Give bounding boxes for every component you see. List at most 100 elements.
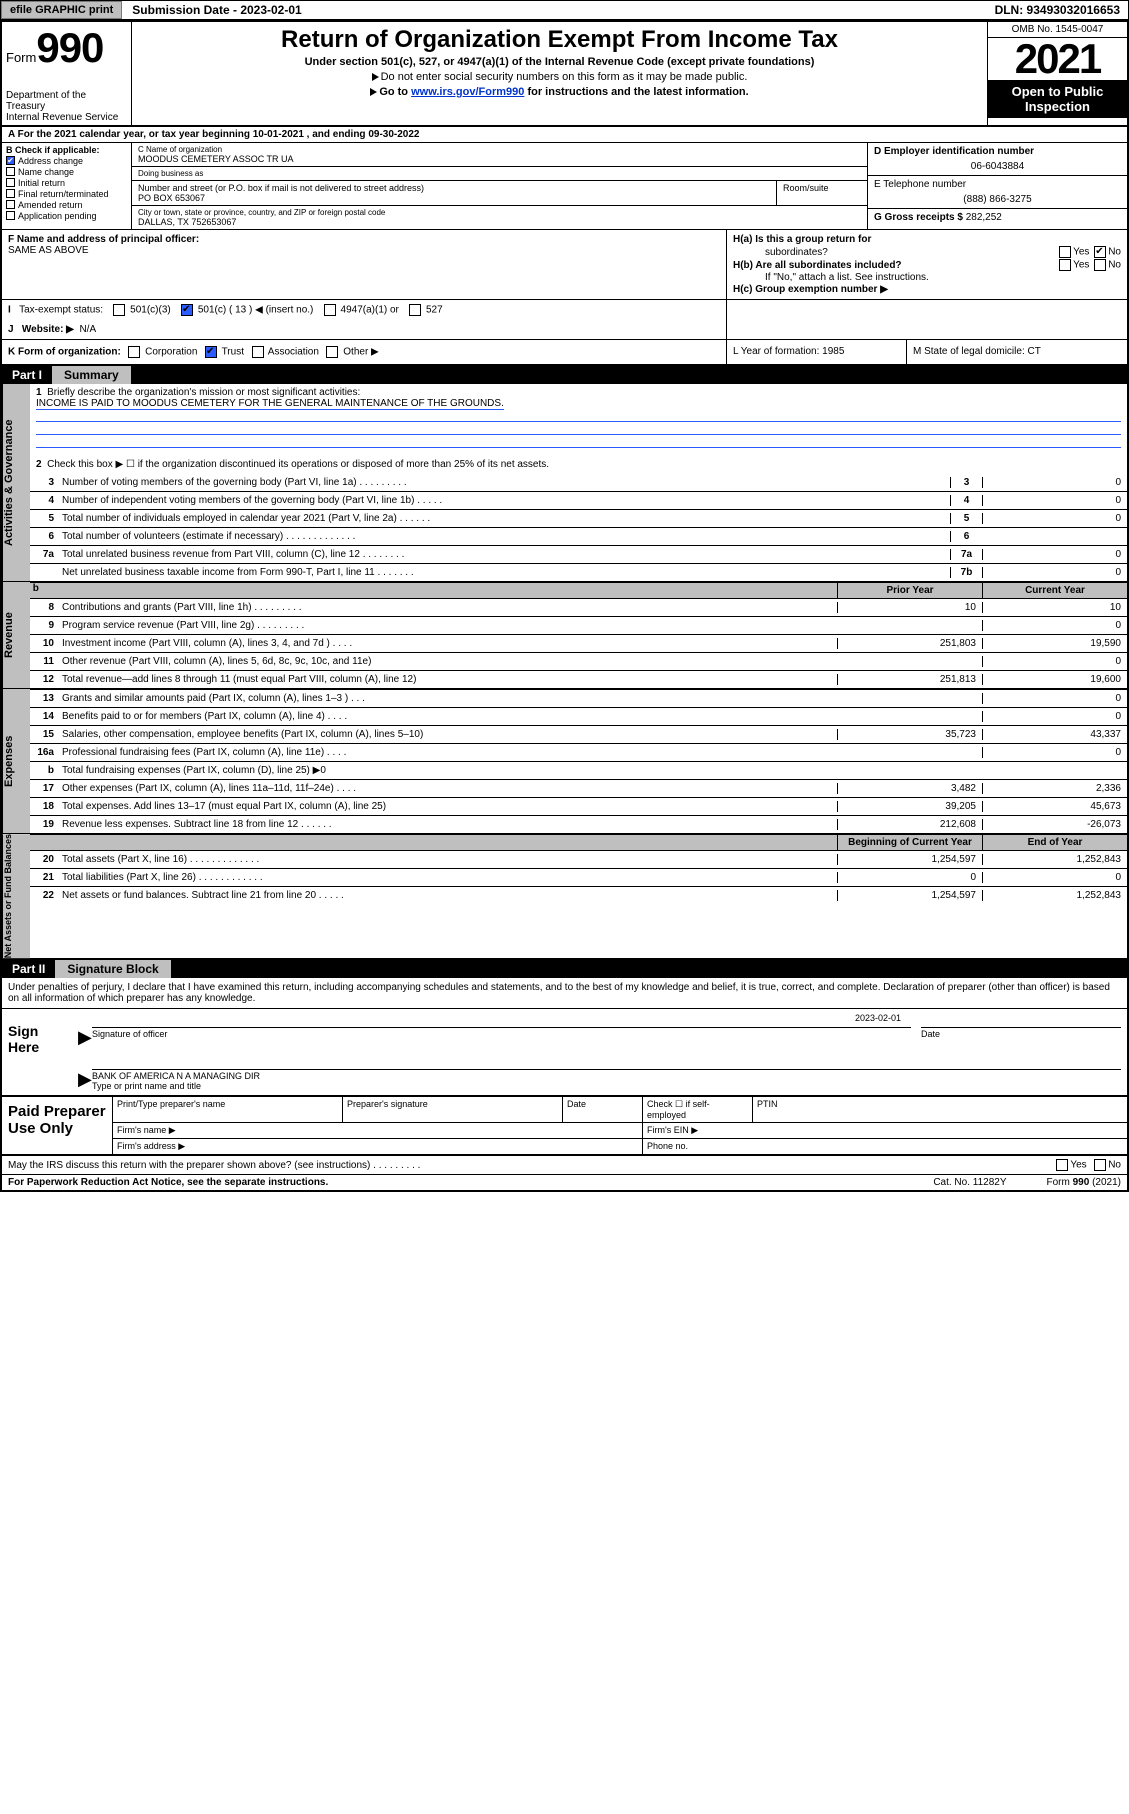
row-k: K Form of organization: Corporation Trus… [2, 340, 1127, 366]
chk-app-pending[interactable]: Application pending [6, 211, 127, 221]
gov-line: 3Number of voting members of the governi… [30, 473, 1127, 491]
line-row: 15Salaries, other compensation, employee… [30, 725, 1127, 743]
checkbox-icon[interactable] [326, 346, 338, 358]
checkbox-icon [6, 178, 15, 187]
submission-date: Submission Date - 2023-02-01 [122, 1, 311, 19]
chk-initial-return[interactable]: Initial return [6, 178, 127, 188]
row-i: I Tax-exempt status: 501(c)(3) 501(c) ( … [2, 300, 1127, 320]
section-net-assets: Net Assets or Fund Balances Beginning of… [2, 834, 1127, 960]
checkbox-icon[interactable] [1059, 259, 1071, 271]
checkbox-icon[interactable] [128, 346, 140, 358]
checkbox-icon[interactable] [205, 346, 217, 358]
gov-line: Net unrelated business taxable income fr… [30, 563, 1127, 581]
box-c: C Name of organization MOODUS CEMETERY A… [132, 143, 867, 229]
section-revenue: Revenue bPrior YearCurrent Year 8Contrib… [2, 582, 1127, 689]
part-2-header: Part II Signature Block [2, 960, 1127, 978]
row-a-tax-year: A For the 2021 calendar year, or tax yea… [2, 127, 1127, 143]
sig-date-label: Date [921, 1027, 1121, 1048]
footer: For Paperwork Reduction Act Notice, see … [2, 1174, 1127, 1190]
gov-line: 4Number of independent voting members of… [30, 491, 1127, 509]
line-row: 8Contributions and grants (Part VIII, li… [30, 598, 1127, 616]
checkbox-icon[interactable] [1059, 246, 1071, 258]
entity-block: B Check if applicable: ✔Address change N… [2, 143, 1127, 230]
website: N/A [79, 324, 96, 335]
irs-label: Internal Revenue Service [6, 112, 127, 123]
gross-receipts-cell: G Gross receipts $ 282,252 [868, 209, 1127, 226]
chk-amended[interactable]: Amended return [6, 200, 127, 210]
mission-text: INCOME IS PAID TO MOODUS CEMETERY FOR TH… [36, 398, 504, 410]
header-sub1: Under section 501(c), 527, or 4947(a)(1)… [138, 56, 981, 68]
checkbox-icon[interactable] [252, 346, 264, 358]
officer-name [92, 1058, 1127, 1069]
dept-treasury: Department of the Treasury [6, 90, 127, 112]
chk-final-return[interactable]: Final return/terminated [6, 189, 127, 199]
ein: 06-6043884 [874, 161, 1121, 172]
street-cell: Number and street (or P.O. box if mail i… [132, 181, 777, 205]
penalty-statement: Under penalties of perjury, I declare th… [2, 978, 1127, 1009]
line-row: bTotal fundraising expenses (Part IX, co… [30, 761, 1127, 779]
tax-year: 2021 [988, 38, 1127, 80]
box-de: D Employer identification number 06-6043… [867, 143, 1127, 229]
vtab-governance: Activities & Governance [2, 384, 30, 581]
state-domicile: M State of legal domicile: CT [907, 340, 1127, 364]
irs-link[interactable]: www.irs.gov/Form990 [411, 86, 524, 98]
sign-here: Sign Here 2023-02-01 ▶Signature of offic… [2, 1009, 1127, 1097]
paid-preparer: Paid Preparer Use Only Print/Type prepar… [2, 1097, 1127, 1156]
checkbox-icon [6, 200, 15, 209]
checkbox-icon[interactable] [324, 304, 336, 316]
form-prefix: Form [6, 50, 36, 65]
city-cell: City or town, state or province, country… [132, 206, 867, 229]
gov-line: 5Total number of individuals employed in… [30, 509, 1127, 527]
gross-receipts: 282,252 [966, 212, 1002, 223]
line-row: 10Investment income (Part VIII, column (… [30, 634, 1127, 652]
triangle-icon [372, 73, 379, 81]
officer-name-val: BANK OF AMERICA N A MANAGING DIR [92, 1071, 260, 1081]
checkbox-icon[interactable] [1094, 246, 1106, 258]
part-1-header: Part I Summary [2, 366, 1127, 384]
efile-print-button[interactable]: efile GRAPHIC print [1, 1, 122, 19]
form-header: Form990 Department of the Treasury Inter… [2, 22, 1127, 127]
vtab-revenue: Revenue [2, 582, 30, 688]
line-row: 19Revenue less expenses. Subtract line 1… [30, 815, 1127, 833]
sign-date: 2023-02-01 [92, 1013, 1121, 1023]
checkbox-icon[interactable] [409, 304, 421, 316]
sig-officer-label: Signature of officer [92, 1027, 911, 1048]
checkbox-icon[interactable] [113, 304, 125, 316]
header-sub3: Go to www.irs.gov/Form990 for instructio… [138, 86, 981, 98]
header-left: Form990 Department of the Treasury Inter… [2, 22, 132, 125]
org-name-cell: C Name of organization MOODUS CEMETERY A… [132, 143, 867, 167]
line-row: 17Other expenses (Part IX, column (A), l… [30, 779, 1127, 797]
checkbox-icon[interactable] [1056, 1159, 1068, 1171]
year-formation: L Year of formation: 1985 [727, 340, 907, 364]
line-row: 12Total revenue—add lines 8 through 11 (… [30, 670, 1127, 688]
header-mid: Return of Organization Exempt From Incom… [132, 22, 987, 125]
line-row: 22Net assets or fund balances. Subtract … [30, 886, 1127, 904]
section-governance: Activities & Governance 1 Briefly descri… [2, 384, 1127, 582]
mission-block: 1 Briefly describe the organization's mi… [30, 384, 1127, 451]
discuss-row: May the IRS discuss this return with the… [2, 1156, 1127, 1174]
line-row: 13Grants and similar amounts paid (Part … [30, 689, 1127, 707]
vtab-expenses: Expenses [2, 689, 30, 833]
section-expenses: Expenses 13Grants and similar amounts pa… [2, 689, 1127, 834]
line-row: 14Benefits paid to or for members (Part … [30, 707, 1127, 725]
line-row: 18Total expenses. Add lines 13–17 (must … [30, 797, 1127, 815]
box-b-header: B Check if applicable: [6, 145, 127, 155]
line-row: 21Total liabilities (Part X, line 26) . … [30, 868, 1127, 886]
street: PO BOX 653067 [138, 193, 770, 203]
header-right: OMB No. 1545-0047 2021 Open to Public In… [987, 22, 1127, 125]
chk-name-change[interactable]: Name change [6, 167, 127, 177]
checkbox-icon[interactable] [1094, 259, 1106, 271]
line-row: 20Total assets (Part X, line 16) . . . .… [30, 850, 1127, 868]
checkbox-icon[interactable] [1094, 1159, 1106, 1171]
row-j: J Website: ▶ N/A [2, 320, 1127, 340]
open-inspection: Open to Public Inspection [988, 80, 1127, 118]
form-990: Form990 Department of the Treasury Inter… [0, 20, 1129, 1192]
chk-address-change[interactable]: ✔Address change [6, 156, 127, 166]
topbar: efile GRAPHIC print Submission Date - 20… [0, 0, 1129, 20]
arrow-icon: ▶ [78, 1069, 92, 1091]
box-f: F Name and address of principal officer:… [2, 230, 727, 299]
phone-cell: E Telephone number (888) 866-3275 [868, 176, 1127, 209]
checkbox-icon [6, 189, 15, 198]
checkbox-icon[interactable] [181, 304, 193, 316]
form-title: Return of Organization Exempt From Incom… [138, 26, 981, 54]
